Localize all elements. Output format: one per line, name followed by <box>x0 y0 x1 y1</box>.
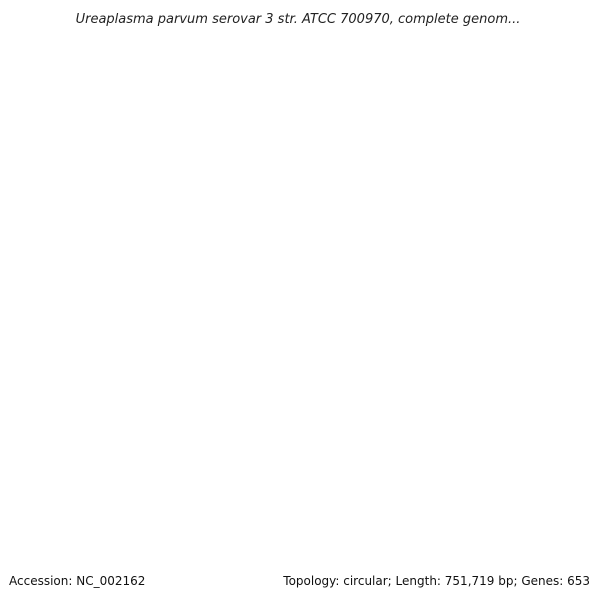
accession-text: Accession: NC_002162 <box>9 574 146 588</box>
map-title: Ureaplasma parvum serovar 3 str. ATCC 70… <box>76 12 521 27</box>
topology-text: Topology: circular; Length: 751,719 bp; … <box>283 574 590 588</box>
